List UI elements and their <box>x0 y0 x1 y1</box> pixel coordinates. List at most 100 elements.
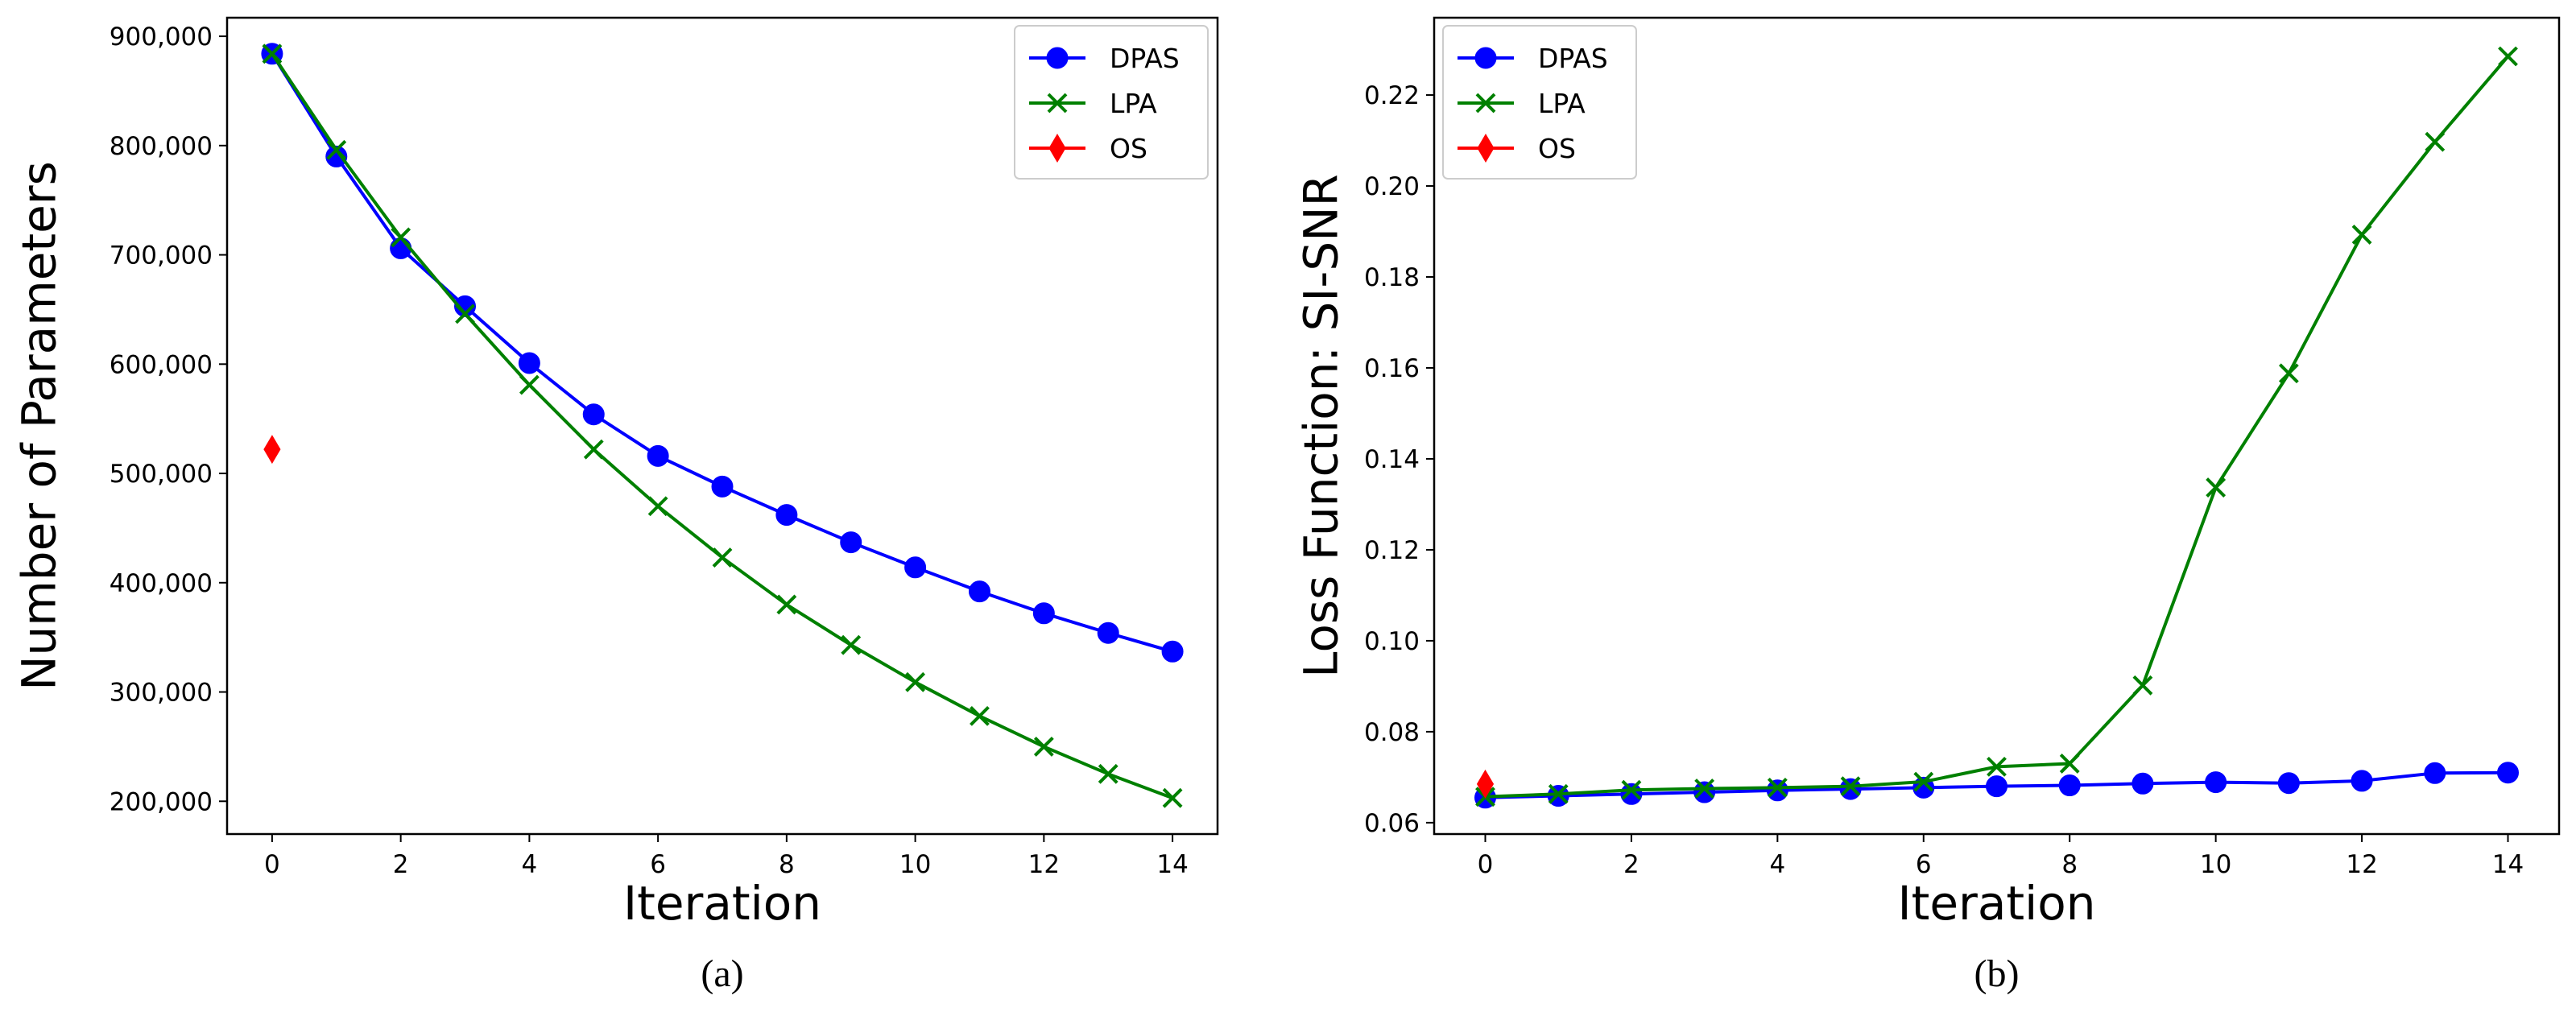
data-point-dpas <box>1032 602 1055 625</box>
data-point-dpas <box>2497 762 2519 784</box>
x-tick-label: 0 <box>264 850 280 879</box>
data-point-dpas <box>1986 775 2007 798</box>
x-tick-label: 14 <box>1156 850 1188 879</box>
y-tick-label: 0.16 <box>1364 354 1420 383</box>
legend-entry-lpa: LPA <box>1029 88 1157 119</box>
y-tick-label: 500,000 <box>110 460 213 489</box>
data-point-dpas <box>840 531 862 554</box>
data-point-dpas <box>2424 762 2446 784</box>
data-point-lpa <box>1987 756 2007 777</box>
data-point-lpa <box>1033 736 1054 757</box>
data-point-lpa <box>970 705 990 726</box>
data-point-lpa <box>519 374 540 395</box>
data-point-dpas <box>968 580 990 603</box>
y-tick-label: 0.12 <box>1364 536 1420 565</box>
x-tick-label: 6 <box>650 850 666 879</box>
series-os <box>1476 769 1495 799</box>
legend-label: LPA <box>1538 88 1586 119</box>
x-axis-title: Iteration <box>623 876 821 931</box>
data-point-lpa <box>905 671 926 692</box>
legend-marker-os <box>1048 134 1066 163</box>
legend-entry-os: OS <box>1458 133 1576 164</box>
chart-panel-0: 0 2 4 6 8 10 12 14 200,000 300,000 400,000 500,000 6… <box>11 16 1219 995</box>
data-point-lpa <box>2425 131 2446 152</box>
data-point-lpa <box>2498 46 2518 67</box>
x-tick-label: 0 <box>1478 850 1494 879</box>
legend-label: DPAS <box>1538 43 1608 74</box>
data-point-lpa <box>1913 771 1934 792</box>
y-axis-title: Number of Parameters <box>11 161 66 691</box>
data-point-dpas <box>1766 779 1788 802</box>
data-point-dpas <box>2058 774 2081 797</box>
data-point-lpa <box>1548 783 1569 804</box>
x-tick-label: 10 <box>899 850 931 879</box>
data-point-lpa <box>1840 776 1861 797</box>
legend: DPAS LPA OS <box>1014 25 1209 180</box>
legend-entry-os: OS <box>1029 133 1147 164</box>
y-tick-label: 200,000 <box>110 787 213 816</box>
x-tick-label: 10 <box>2200 850 2231 879</box>
data-point-lpa <box>326 139 347 160</box>
series-os <box>263 435 281 465</box>
data-point-lpa <box>2278 363 2299 384</box>
data-point-lpa <box>391 227 411 248</box>
y-tick-label: 900,000 <box>110 23 213 52</box>
data-point-lpa <box>262 43 283 64</box>
x-tick-label: 4 <box>522 850 538 879</box>
x-tick-label: 2 <box>393 850 409 879</box>
x-tick-label: 6 <box>1916 850 1932 879</box>
legend-entry-dpas: DPAS <box>1458 43 1608 74</box>
chart-panel-1: 0 2 4 6 8 10 12 14 0.06 0.08 0.10 0.12 0.14 0.16 0.18 0… <box>1293 16 2561 995</box>
y-tick-label: 0.14 <box>1364 445 1420 474</box>
x-tick-label: 8 <box>779 850 795 879</box>
data-point-lpa <box>1621 779 1642 800</box>
y-tick-label: 0.10 <box>1364 627 1420 656</box>
legend-marker-dpas <box>1046 47 1069 69</box>
y-tick-label: 400,000 <box>110 569 213 598</box>
x-axis-title: Iteration <box>1897 876 2095 931</box>
data-point-dpas <box>1161 640 1184 663</box>
plot-frame <box>1433 16 2561 836</box>
data-point-dpas <box>904 556 927 579</box>
data-point-dpas <box>2132 772 2154 795</box>
data-point-lpa <box>776 594 797 615</box>
data-point-dpas <box>2205 771 2227 794</box>
y-tick-label: 300,000 <box>110 679 213 708</box>
x-tick-label: 4 <box>1769 850 1785 879</box>
y-tick-label: 0.20 <box>1364 172 1420 201</box>
x-tick-label: 12 <box>2346 850 2377 879</box>
y-tick-label: 700,000 <box>110 242 213 271</box>
y-tick-label: 0.22 <box>1364 81 1420 110</box>
y-tick-label: 0.18 <box>1364 263 1420 292</box>
series-lpa <box>262 43 1183 808</box>
data-point-lpa <box>1098 763 1118 784</box>
data-point-lpa <box>2351 225 2372 245</box>
legend-entry-lpa: LPA <box>1458 88 1586 119</box>
y-axis-title: Loss Function: SI-SNR <box>1293 174 1348 678</box>
data-point-lpa <box>1767 777 1788 798</box>
data-point-os <box>1476 769 1495 799</box>
series-line-lpa <box>1485 55 2510 799</box>
data-point-dpas <box>1839 778 1862 800</box>
series-dpas <box>1474 762 2519 809</box>
data-point-dpas <box>454 295 477 317</box>
data-point-dpas <box>647 444 669 467</box>
data-point-lpa <box>583 439 604 460</box>
data-point-lpa <box>647 496 668 517</box>
legend-marker-lpa <box>1475 93 1496 114</box>
y-tick-label: 600,000 <box>110 350 213 379</box>
legend: DPAS LPA OS <box>1442 25 1637 180</box>
legend-entry-dpas: DPAS <box>1029 43 1180 74</box>
y-tick-label: 800,000 <box>110 132 213 161</box>
data-point-dpas <box>775 504 798 527</box>
x-tick-label: 12 <box>1028 850 1060 879</box>
data-point-dpas <box>518 352 540 374</box>
x-tick-label: 8 <box>2061 850 2078 879</box>
x-tick-label: 2 <box>1623 850 1639 879</box>
legend-marker-lpa <box>1047 93 1068 114</box>
data-point-dpas <box>325 145 348 167</box>
data-point-dpas <box>1097 622 1119 644</box>
plot-frame <box>225 16 1219 836</box>
legend-label: LPA <box>1110 88 1157 119</box>
